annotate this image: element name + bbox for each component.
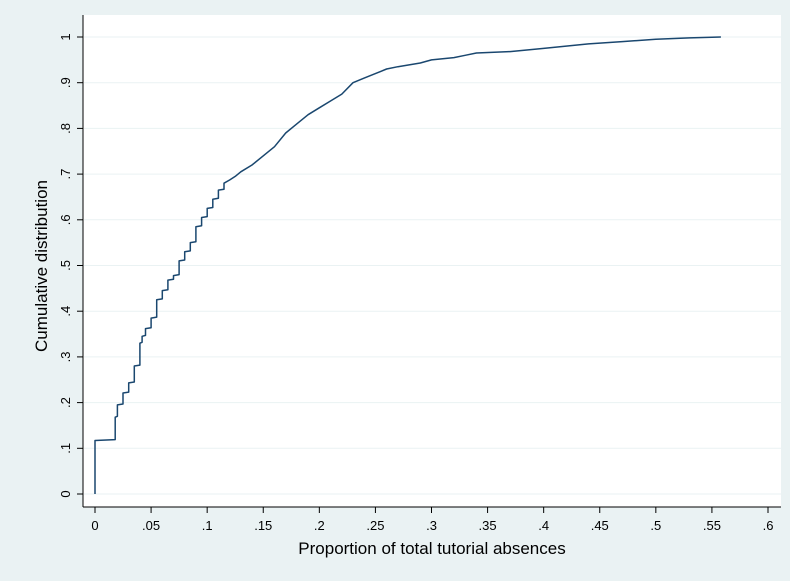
x-tick-label: .4: [538, 518, 549, 533]
x-tick-label: .05: [142, 518, 160, 533]
y-tick-label: .5: [58, 260, 73, 271]
plot-area: [83, 15, 781, 507]
y-ticks: 0 .1 .2 .3 .4 .5 .6 .7 .8 .9 1: [58, 33, 83, 498]
y-tick-label: .7: [58, 169, 73, 180]
x-tick-label: .45: [591, 518, 609, 533]
x-tick-label: 0: [91, 518, 98, 533]
y-tick-label: .4: [58, 306, 73, 317]
x-axis-title: Proportion of total tutorial absences: [298, 539, 565, 558]
y-tick-label: .9: [58, 77, 73, 88]
y-tick-label: .2: [58, 397, 73, 408]
x-tick-label: .35: [479, 518, 497, 533]
x-tick-label: .55: [703, 518, 721, 533]
x-tick-label: .1: [202, 518, 213, 533]
series-layer: [94, 36, 721, 494]
x-tick-label: .6: [763, 518, 774, 533]
y-tick-label: .8: [58, 123, 73, 134]
x-tick-label: .3: [426, 518, 437, 533]
y-tick-label: .3: [58, 351, 73, 362]
y-tick-label: 0: [58, 490, 73, 497]
x-tick-label: .2: [314, 518, 325, 533]
y-tick-label: .1: [58, 443, 73, 454]
x-ticks: 0 .05 .1 .15 .2 .25 .3 .35 .4 .45 .5 .55 .6: [91, 507, 773, 533]
y-tick-label: 1: [58, 33, 73, 40]
y-tick-label: .6: [58, 214, 73, 225]
y-axis-title: Cumulative distribution: [32, 180, 51, 352]
x-tick-label: .5: [650, 518, 661, 533]
grid-layer: [84, 36, 781, 495]
x-tick-label: .25: [366, 518, 384, 533]
cdf-line: [94, 36, 721, 494]
x-tick-label: .15: [254, 518, 272, 533]
